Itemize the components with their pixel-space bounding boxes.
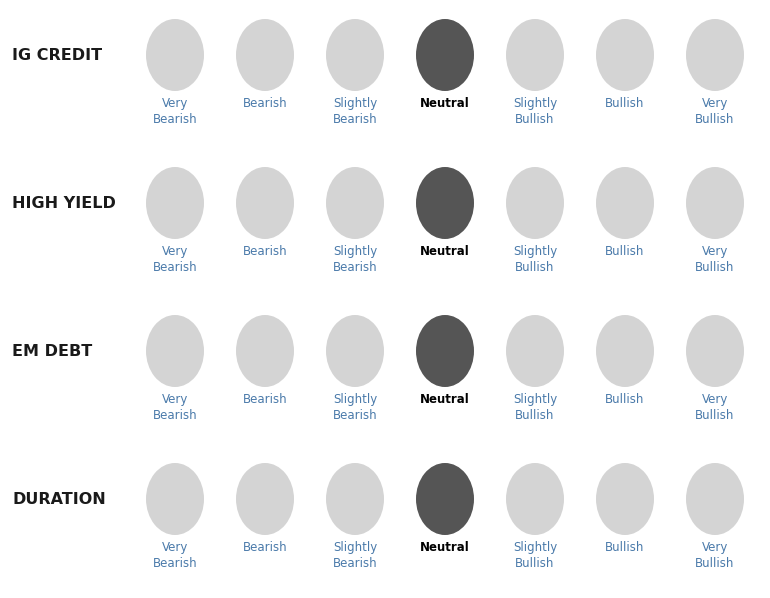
Ellipse shape — [146, 463, 204, 535]
Text: Neutral: Neutral — [420, 393, 470, 406]
Ellipse shape — [146, 315, 204, 387]
Text: Very
Bullish: Very Bullish — [695, 245, 735, 274]
Text: Neutral: Neutral — [420, 541, 470, 554]
Ellipse shape — [326, 463, 384, 535]
Ellipse shape — [236, 315, 294, 387]
Ellipse shape — [416, 315, 474, 387]
Ellipse shape — [686, 463, 744, 535]
Text: Very
Bearish: Very Bearish — [152, 97, 197, 126]
Text: Slightly
Bullish: Slightly Bullish — [513, 245, 557, 274]
Text: Slightly
Bearish: Slightly Bearish — [333, 541, 377, 570]
Ellipse shape — [416, 167, 474, 239]
Text: Very
Bullish: Very Bullish — [695, 541, 735, 570]
Text: Slightly
Bearish: Slightly Bearish — [333, 97, 377, 126]
Text: Slightly
Bullish: Slightly Bullish — [513, 97, 557, 126]
Text: Slightly
Bearish: Slightly Bearish — [333, 393, 377, 422]
Text: DURATION: DURATION — [12, 492, 105, 507]
Ellipse shape — [596, 463, 654, 535]
Text: Slightly
Bearish: Slightly Bearish — [333, 245, 377, 274]
Ellipse shape — [236, 167, 294, 239]
Text: Bearish: Bearish — [243, 541, 287, 554]
Text: Very
Bearish: Very Bearish — [152, 541, 197, 570]
Ellipse shape — [596, 167, 654, 239]
Text: Bullish: Bullish — [605, 541, 644, 554]
Ellipse shape — [506, 167, 564, 239]
Text: Very
Bearish: Very Bearish — [152, 393, 197, 422]
Ellipse shape — [596, 315, 654, 387]
Text: HIGH YIELD: HIGH YIELD — [12, 196, 116, 210]
Ellipse shape — [416, 19, 474, 91]
Text: IG CREDIT: IG CREDIT — [12, 47, 102, 63]
Ellipse shape — [506, 19, 564, 91]
Ellipse shape — [416, 463, 474, 535]
Ellipse shape — [506, 315, 564, 387]
Text: Bearish: Bearish — [243, 245, 287, 258]
Ellipse shape — [326, 315, 384, 387]
Text: Slightly
Bullish: Slightly Bullish — [513, 393, 557, 422]
Text: Bullish: Bullish — [605, 393, 644, 406]
Ellipse shape — [686, 19, 744, 91]
Text: Neutral: Neutral — [420, 97, 470, 110]
Ellipse shape — [326, 19, 384, 91]
Text: Slightly
Bullish: Slightly Bullish — [513, 541, 557, 570]
Ellipse shape — [236, 19, 294, 91]
Text: EM DEBT: EM DEBT — [12, 343, 92, 358]
Ellipse shape — [686, 167, 744, 239]
Ellipse shape — [146, 167, 204, 239]
Ellipse shape — [146, 19, 204, 91]
Ellipse shape — [686, 315, 744, 387]
Text: Bullish: Bullish — [605, 97, 644, 110]
Text: Very
Bearish: Very Bearish — [152, 245, 197, 274]
Ellipse shape — [236, 463, 294, 535]
Text: Bullish: Bullish — [605, 245, 644, 258]
Ellipse shape — [326, 167, 384, 239]
Text: Very
Bullish: Very Bullish — [695, 97, 735, 126]
Text: Neutral: Neutral — [420, 245, 470, 258]
Ellipse shape — [506, 463, 564, 535]
Ellipse shape — [596, 19, 654, 91]
Text: Bearish: Bearish — [243, 97, 287, 110]
Text: Very
Bullish: Very Bullish — [695, 393, 735, 422]
Text: Bearish: Bearish — [243, 393, 287, 406]
